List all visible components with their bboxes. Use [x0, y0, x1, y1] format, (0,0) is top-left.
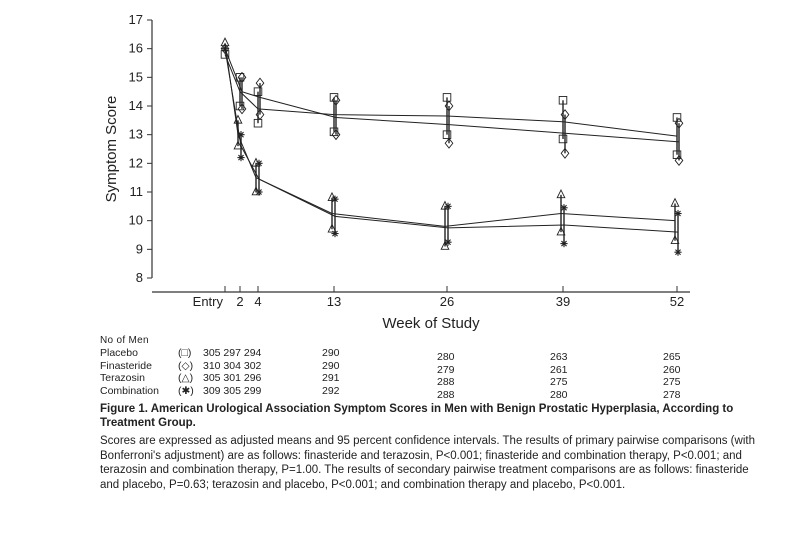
y-axis-title: Symptom Score [103, 96, 120, 203]
x-tick-label: 39 [556, 294, 570, 309]
ci-high-marker-placebo [442, 93, 452, 102]
caption-title: Figure 1. American Urological Associatio… [100, 403, 734, 429]
ci-low-marker-placebo [442, 130, 452, 139]
ci-high-marker-finasteride [255, 77, 265, 89]
ci-high-marker-combination [237, 131, 245, 139]
entry-marker-combination [221, 45, 229, 53]
ci-low-marker-terazosin [233, 140, 243, 150]
ci-high-marker-finasteride [331, 94, 341, 106]
ci-high-marker-combination [255, 159, 263, 167]
ci-low-marker-finasteride [237, 103, 247, 115]
chart-axes: 8 9 10 11 12 13 14 15 16 17 Entry 2 4 13 26 39 52 [129, 12, 690, 309]
symptom-score-chart: 8 9 10 11 12 13 14 15 16 17 Entry 2 4 13 26 39 52 Sympto… [103, 12, 690, 332]
y-tick-label: 14 [129, 98, 143, 113]
y-tick-label: 12 [129, 155, 143, 170]
x-axis-title: Week of Study [382, 315, 480, 332]
ci-high-marker-finasteride [444, 100, 454, 112]
y-tick-label: 8 [136, 270, 143, 285]
ci-low-marker-combination [674, 248, 682, 256]
x-tick-label: 13 [327, 294, 341, 309]
y-tick-label: 17 [129, 12, 143, 27]
ci-low-marker-placebo [558, 134, 568, 144]
ci-high-marker-placebo [558, 96, 568, 105]
y-tick-label: 9 [136, 241, 143, 256]
series-line-combination [224, 48, 679, 233]
ci-low-marker-finasteride [674, 154, 684, 166]
ci-low-marker-terazosin [440, 240, 450, 250]
x-tick-label: 52 [670, 294, 684, 309]
ci-high-marker-combination [674, 209, 682, 218]
y-tick-label: 13 [129, 127, 143, 142]
ci-low-marker-terazosin [670, 234, 680, 244]
ci-high-marker-terazosin [556, 189, 566, 199]
ci-high-marker-finasteride [560, 109, 570, 121]
ci-low-marker-combination [560, 240, 568, 248]
figure-caption: Figure 1. American Urological Associatio… [100, 402, 760, 492]
chart-series-layer [220, 37, 684, 256]
y-tick-label: 11 [130, 184, 144, 199]
x-tick-label: 2 [236, 294, 243, 309]
y-tick-label: 10 [129, 213, 143, 228]
ci-high-marker-combination [444, 202, 452, 210]
ci-low-marker-combination [444, 238, 452, 246]
ci-low-marker-finasteride [444, 137, 454, 149]
ci-high-marker-placebo [253, 87, 263, 96]
ci-low-marker-terazosin [556, 226, 566, 236]
ci-high-marker-finasteride [674, 117, 684, 129]
ci-low-marker-placebo [253, 118, 263, 128]
y-tick-label: 16 [129, 41, 143, 56]
ci-low-marker-combination [331, 229, 339, 238]
caption-body: Scores are expressed as adjusted means a… [100, 435, 755, 491]
ci-low-marker-finasteride [331, 129, 341, 141]
ci-high-marker-combination [331, 195, 339, 203]
series-line-terazosin [224, 42, 676, 227]
ci-high-marker-terazosin [670, 197, 680, 207]
men-table-title: No of Men [100, 335, 149, 346]
ci-high-marker-terazosin [327, 191, 337, 201]
x-tick-label: 26 [440, 294, 454, 309]
y-tick-label: 15 [129, 69, 143, 84]
ci-low-marker-terazosin [327, 223, 337, 233]
ci-high-marker-combination [560, 204, 568, 212]
ci-high-marker-finasteride [237, 71, 247, 83]
ci-low-marker-combination [255, 188, 263, 196]
entry-marker-finasteride [220, 43, 230, 55]
ci-low-marker-finasteride [255, 109, 265, 121]
ci-low-marker-finasteride [560, 147, 570, 159]
x-tick-label: Entry [193, 294, 224, 309]
ci-low-marker-combination [237, 154, 245, 162]
x-tick-label: 4 [254, 294, 261, 309]
